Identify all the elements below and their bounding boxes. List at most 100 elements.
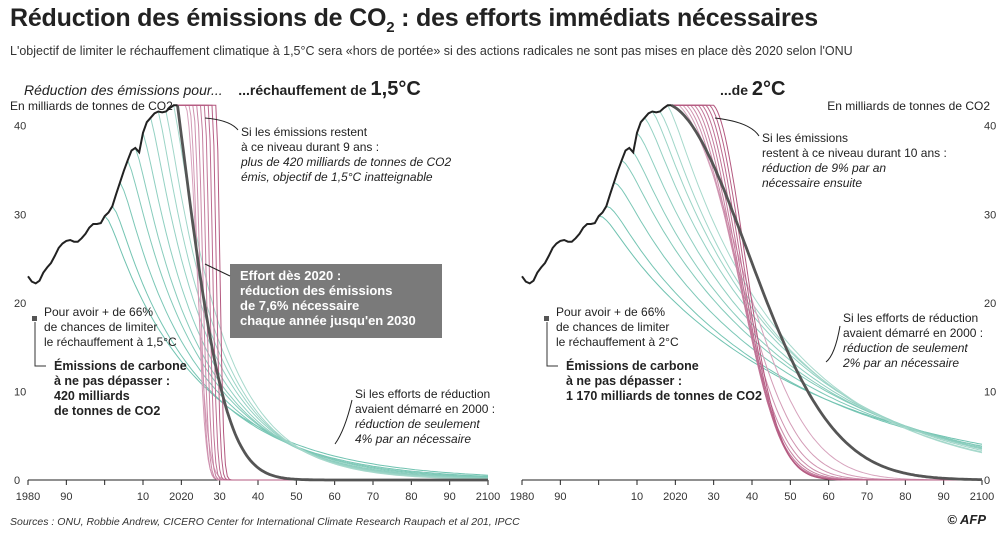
y-tick-label: 20 <box>984 298 996 310</box>
left-effort-pointer <box>204 263 231 277</box>
left-chance-line3: le réchauffement à 1,5°C <box>44 335 177 349</box>
right-early-line3: réduction de seulement <box>843 341 968 355</box>
early-scenario-line <box>667 105 983 454</box>
right-chance-line1: Pour avoir + de 66% <box>556 305 665 319</box>
y-tick-label: 40 <box>14 121 26 133</box>
x-tick-label: 30 <box>214 491 226 503</box>
x-tick-label: 40 <box>252 491 264 503</box>
historic-emissions-line <box>27 104 178 285</box>
right-unit-label: En milliards de tonnes de CO2 <box>827 99 990 113</box>
left-stay-line1: Si les émissions restent <box>241 125 368 139</box>
right-chance-bracket <box>546 322 558 367</box>
right-stay-pointer <box>714 117 760 137</box>
right-early-line2: avaient démarré en 2000 : <box>843 326 983 340</box>
early-scenario-line <box>644 117 983 450</box>
x-tick-label: 40 <box>746 491 758 503</box>
x-tick-label: 90 <box>938 491 950 503</box>
right-early-pointer <box>825 325 841 363</box>
page-title: Réduction des émissions de CO2 : des eff… <box>10 4 818 36</box>
left-early-pointer <box>334 399 353 445</box>
left-effort-line1: Effort dès 2020 : <box>240 268 341 283</box>
right-stay-line2: restent à ce niveau durant 10 ans : <box>762 146 947 160</box>
right-scenarios <box>521 104 983 481</box>
left-unit-label: En milliards de tonnes de CO2 <box>10 99 173 113</box>
x-tick-label: 80 <box>899 491 911 503</box>
left-effort-line3: de 7,6% nécessaire <box>240 298 359 313</box>
x-tick-label: 80 <box>405 491 417 503</box>
early-scenario-line <box>621 159 983 447</box>
x-tick-label: 2100 <box>970 491 994 503</box>
y-tick-label: 0 <box>984 475 990 487</box>
left-effort-line4: chaque année jusqu'en 2030 <box>240 313 416 328</box>
right-budget-line3: 1 170 milliards de tonnes de CO2 <box>566 389 762 403</box>
x-tick-label: 50 <box>290 491 302 503</box>
left-stay-line2: à ce niveau durant 9 ans : <box>241 140 379 154</box>
x-tick-label: 2020 <box>663 491 687 503</box>
x-tick-label: 50 <box>784 491 796 503</box>
page-subtitle: L'objectif de limiter le réchauffement c… <box>10 44 853 58</box>
left-axis: 0 10 20 30 40 1980 90 10 2020 30 40 50 60 70 80 90 2100 <box>14 121 500 503</box>
right-panel-heading: ...de 2°C <box>720 78 786 100</box>
left-chance-line2: de chances de limiter <box>44 320 157 334</box>
left-early-line1: Si les efforts de réduction <box>355 387 490 401</box>
x-tick-label: 70 <box>861 491 873 503</box>
afp-credit: © AFP <box>947 512 986 527</box>
left-chance-bracket <box>34 322 46 367</box>
x-tick-label: 90 <box>554 491 566 503</box>
left-panel-heading: Réduction des émissions pour... ...récha… <box>24 78 421 100</box>
main-reduction-path <box>670 104 982 481</box>
right-stay-line3: réduction de 9% par an <box>762 161 886 175</box>
x-tick-label: 2100 <box>476 491 500 503</box>
x-tick-label: 90 <box>444 491 456 503</box>
x-tick-label: 70 <box>367 491 379 503</box>
right-annotations: En milliards de tonnes de CO2 Si les émi… <box>544 99 990 403</box>
early-scenario-line <box>173 105 489 480</box>
left-effort-line2: réduction des émissions <box>240 283 392 298</box>
left-early-line4: 4% par an nécessaire <box>355 432 471 446</box>
x-tick-label: 30 <box>708 491 720 503</box>
left-stay-pointer <box>204 117 239 131</box>
late-scenario-line <box>671 104 982 481</box>
right-chance-line2: de chances de limiter <box>556 320 669 334</box>
x-tick-label: 90 <box>60 491 72 503</box>
x-tick-label: 1980 <box>16 491 40 503</box>
right-axis: 0 10 20 30 40 1980 90 10 2020 30 40 50 60 70 80 90 2100 <box>510 121 996 503</box>
early-scenario-line <box>127 160 489 478</box>
right-stay-line4: nécessaire ensuite <box>762 176 862 190</box>
y-tick-label: 40 <box>984 121 996 133</box>
early-scenario-line <box>659 111 983 453</box>
left-early-line3: réduction de seulement <box>355 417 480 431</box>
left-stay-line4: émis, objectif de 1,5°C inatteignable <box>241 170 433 184</box>
left-chance-line1: Pour avoir + de 66% <box>44 305 153 319</box>
y-tick-label: 20 <box>14 298 26 310</box>
y-tick-label: 10 <box>14 386 26 398</box>
x-tick-label: 60 <box>823 491 835 503</box>
right-budget-line2: à ne pas dépasser : <box>566 374 682 388</box>
source-note: Sources : ONU, Robbie Andrew, CICERO Cen… <box>10 516 520 528</box>
x-tick-label: 1980 <box>510 491 534 503</box>
left-effort-callout-bg <box>230 264 442 338</box>
x-tick-label: 10 <box>631 491 643 503</box>
left-budget-line3: 420 milliards <box>54 389 130 403</box>
y-tick-label: 30 <box>14 209 26 221</box>
early-scenario-line <box>104 215 489 476</box>
x-tick-label: 2020 <box>169 491 193 503</box>
y-tick-label: 0 <box>14 475 20 487</box>
x-tick-label: 60 <box>329 491 341 503</box>
left-scenarios <box>27 104 489 482</box>
left-annotations: En milliards de tonnes de CO2 Si les émi… <box>10 99 495 446</box>
left-budget-line1: Émissions de carbone <box>54 358 187 373</box>
left-budget-line4: de tonnes de CO2 <box>54 404 160 418</box>
left-chance-marker <box>32 316 37 321</box>
right-early-line1: Si les efforts de réduction <box>843 311 978 325</box>
main-reduction-path <box>176 105 488 482</box>
right-chance-line3: le réchauffement à 2°C <box>556 335 679 349</box>
left-stay-line3: plus de 420 milliards de tonnes de CO2 <box>240 155 451 169</box>
historic-emissions-line <box>521 104 672 285</box>
y-tick-label: 30 <box>984 209 996 221</box>
left-budget-line2: à ne pas dépasser : <box>54 374 170 388</box>
left-early-line2: avaient démarré en 2000 : <box>355 402 495 416</box>
right-stay-line1: Si les émissions <box>762 131 848 145</box>
right-budget-line1: Émissions de carbone <box>566 358 699 373</box>
